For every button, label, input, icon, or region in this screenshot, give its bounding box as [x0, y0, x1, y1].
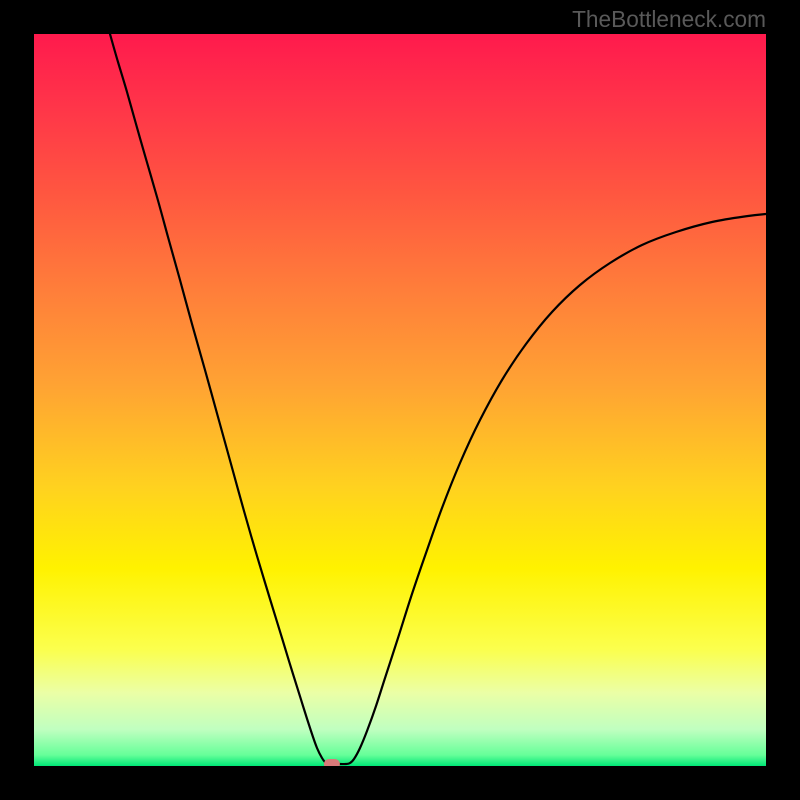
chart-svg	[34, 34, 766, 766]
optimum-marker	[324, 759, 340, 766]
frame-border	[0, 0, 34, 800]
frame-border	[0, 766, 800, 800]
watermark-text: TheBottleneck.com	[572, 6, 766, 33]
frame-border	[766, 0, 800, 800]
bottleneck-curve	[110, 34, 766, 764]
